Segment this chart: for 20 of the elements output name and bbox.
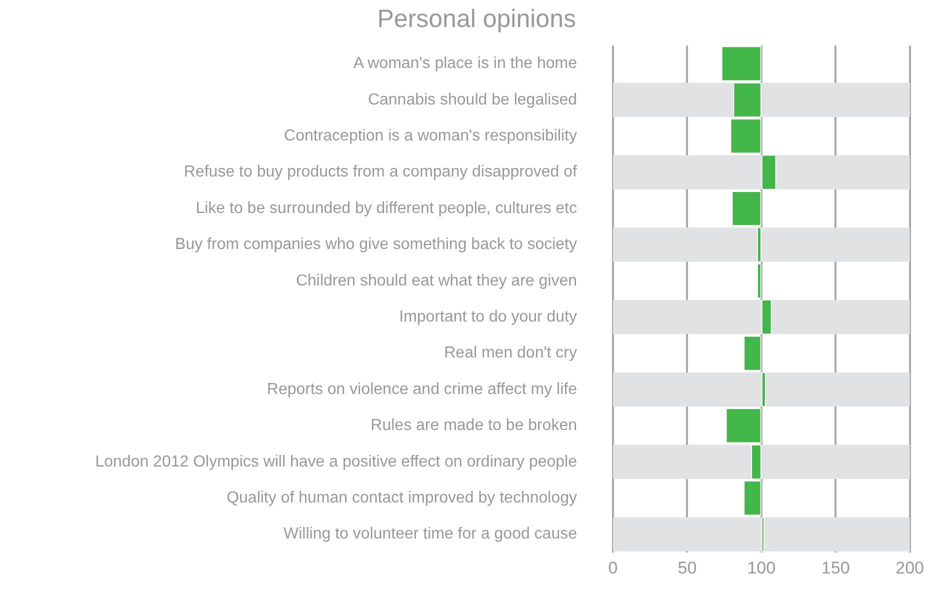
y-tick-label: Quality of human contact improved by technology — [226, 490, 577, 507]
y-tick-label: Like to be surrounded by different people, cultures etc — [196, 200, 577, 217]
x-tick-label: 0 — [608, 558, 618, 578]
x-tick-label: 100 — [747, 558, 776, 578]
y-tick-label: Children should eat what they are given — [296, 272, 577, 290]
x-tick-label: 200 — [896, 558, 924, 578]
y-tick-label: London 2012 Olympics will have a positive effect on ordinary people — [95, 453, 578, 470]
y-tick-label: Reports on violence and crime affect my life — [266, 380, 578, 398]
x-tick-label: 50 — [678, 558, 697, 578]
y-tick-label: Real men don't cry — [444, 344, 577, 362]
y-tick-label: Contraception is a woman's responsibility — [284, 128, 577, 145]
y-tick-label: A woman's place is in the home — [353, 55, 578, 72]
x-tick-label: 150 — [821, 558, 850, 578]
y-tick-label: Important to do your duty — [399, 308, 577, 326]
chart-title: Personal opinions — [377, 4, 576, 33]
y-tick-label: Buy from companies who give something back to society — [175, 236, 577, 254]
y-tick-label: Rules are made to be broken — [370, 417, 577, 434]
y-tick-label: Cannabis should be legalised — [368, 91, 577, 108]
y-tick-label: Refuse to buy products from a company disapproved of — [184, 164, 578, 181]
y-tick-label: Willing to volunteer time for a good cause — [284, 526, 578, 543]
